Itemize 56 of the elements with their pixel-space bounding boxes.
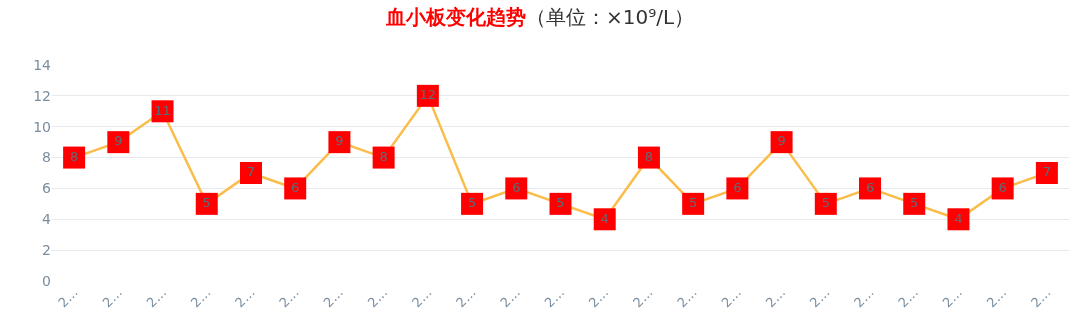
data-label: 5 (467, 195, 477, 211)
data-label: 5 (821, 195, 830, 211)
x-tick-label: 2… (806, 284, 833, 311)
data-label: 5 (910, 195, 919, 211)
x-tick-label: 2… (453, 284, 479, 311)
x-tick-label: 2… (320, 284, 347, 311)
data-label: 9 (777, 133, 786, 149)
x-tick-label: 2… (276, 284, 302, 311)
x-tick-label: 2… (851, 284, 877, 311)
data-label: 9 (114, 133, 123, 149)
x-tick-label: 2… (187, 284, 214, 311)
data-label: 9 (335, 133, 344, 149)
data-label: 6 (291, 179, 300, 195)
data-label: 6 (512, 179, 521, 195)
y-tick-label: 4 (42, 211, 52, 228)
data-label: 6 (998, 179, 1007, 195)
data-label: 4 (954, 210, 963, 226)
y-tick-label: 6 (42, 180, 52, 197)
y-tick-label: 8 (42, 149, 51, 166)
x-tick-label: 2… (99, 284, 126, 311)
data-label: 4 (600, 210, 609, 226)
x-tick-label: 2… (762, 284, 789, 311)
x-tick-label: 2… (497, 284, 523, 311)
x-tick-label: 2… (674, 284, 700, 311)
x-tick-label: 2… (232, 284, 258, 311)
chart-subtitle: （单位：×10⁹/L） (525, 4, 695, 29)
y-tick-label: 12 (33, 87, 51, 104)
x-tick-label: 2… (629, 284, 656, 311)
x-tick-label: 2… (1027, 284, 1054, 311)
x-tick-label: 2… (408, 284, 435, 311)
x-tick-label: 2… (364, 284, 391, 311)
y-tick-label: 2 (42, 242, 51, 259)
x-tick-label: 2… (895, 284, 921, 311)
x-tick-label: 2… (939, 284, 966, 311)
x-tick-label: 2… (983, 284, 1010, 311)
data-label: 6 (733, 179, 742, 195)
data-label: 5 (202, 195, 211, 211)
data-label: 8 (379, 148, 388, 164)
y-tick-label: 10 (33, 118, 51, 135)
data-label: 11 (154, 102, 171, 118)
data-label: 6 (865, 179, 875, 195)
data-label: 7 (1042, 164, 1052, 180)
data-label: 5 (689, 195, 698, 211)
data-label: 5 (556, 195, 565, 211)
y-tick-label: 14 (33, 56, 52, 73)
x-tick-label: 2… (585, 284, 612, 311)
x-tick-label: 2… (143, 284, 170, 311)
x-tick-label: 2… (55, 284, 81, 311)
data-label: 7 (246, 164, 256, 180)
chart-title: 血小板变化趋势 (384, 4, 526, 29)
x-tick-label: 2… (718, 284, 745, 311)
data-label: 8 (644, 148, 654, 164)
x-tick-label: 2… (541, 284, 568, 311)
data-label: 12 (419, 87, 437, 103)
y-tick-label: 0 (42, 272, 51, 289)
data-label: 8 (69, 148, 79, 164)
